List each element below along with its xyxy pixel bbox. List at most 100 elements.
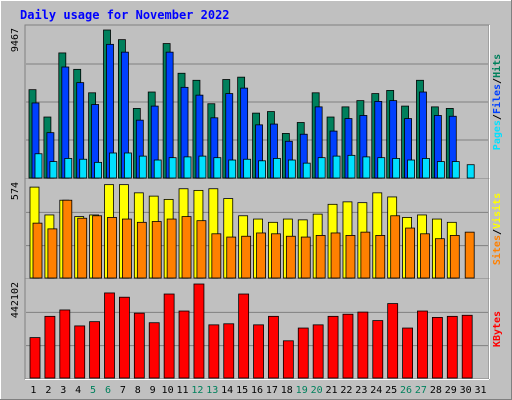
sites-bar	[226, 236, 237, 279]
kbytes-bar	[461, 314, 473, 379]
pages-bar	[124, 152, 132, 179]
hits-legend-separator: /	[492, 114, 503, 120]
day-label: 15	[236, 385, 248, 396]
sites-bar	[420, 233, 430, 279]
day-label: 18	[281, 385, 293, 396]
sites-bar	[181, 216, 192, 279]
sites-bar	[300, 236, 311, 279]
sites-bar	[151, 221, 162, 279]
kbytes-bar	[417, 310, 428, 379]
sites-bar	[92, 215, 103, 279]
day-label: 4	[75, 385, 81, 396]
pages-bar	[347, 154, 356, 179]
pages-bar	[377, 157, 386, 179]
sites-bar	[405, 227, 415, 279]
sites-bar	[32, 222, 43, 279]
kbytes-bar	[178, 310, 190, 379]
day-label: 27	[415, 385, 427, 396]
kbytes-y-max-label: 442102	[10, 282, 21, 318]
sites-bar	[256, 232, 266, 279]
kbytes-bar	[342, 313, 354, 379]
visits-legend: Sites/Visits	[491, 193, 503, 265]
sites-bar	[330, 232, 341, 279]
day-label: 24	[370, 385, 382, 396]
pages-bar	[138, 155, 147, 179]
day-label: 30	[460, 385, 472, 396]
sites-bar	[271, 233, 281, 279]
pages-bar	[49, 161, 58, 179]
day-label: 16	[251, 385, 263, 396]
sites-bar	[390, 215, 401, 279]
day-label: 17	[266, 385, 278, 396]
visits-legend-separator: /	[492, 229, 503, 235]
day-label: 5	[90, 385, 96, 396]
pages-bar	[407, 159, 415, 179]
day-label: 14	[221, 385, 233, 396]
pages-bar	[422, 158, 430, 179]
sites-bar	[449, 235, 460, 279]
pages-bar	[109, 152, 117, 179]
sites-bar	[196, 220, 207, 279]
day-label: 9	[150, 385, 156, 396]
sites-bar	[345, 235, 356, 279]
pages-bar	[392, 158, 401, 179]
day-label: 3	[60, 385, 66, 396]
day-label: 1	[30, 385, 36, 396]
kbytes-bar	[89, 321, 101, 379]
pages-bar	[168, 157, 177, 179]
pages-bar	[153, 159, 162, 179]
day-label: 29	[445, 385, 457, 396]
chart-title: Daily usage for November 2022	[20, 8, 230, 22]
day-label: 20	[311, 385, 323, 396]
kbytes-bar	[133, 312, 145, 379]
sites-bar	[360, 231, 371, 279]
kbytes-bar	[208, 324, 220, 379]
kbytes-bar	[387, 303, 399, 379]
kbytes-bar	[29, 337, 41, 379]
day-label: 22	[340, 385, 352, 396]
day-label: 6	[105, 385, 111, 396]
day-label: 19	[296, 385, 308, 396]
pages-bar	[243, 158, 252, 179]
kbytes-bar	[268, 315, 279, 379]
sites-bar	[77, 217, 88, 279]
hits-y-max-label: 9467	[10, 28, 21, 52]
sites-bar	[166, 218, 177, 279]
sites-bar	[62, 199, 73, 279]
kbytes-bar	[193, 283, 205, 379]
day-label: 13	[206, 385, 218, 396]
sites-bar	[136, 221, 147, 279]
visits-legend-visits: Visits	[491, 193, 503, 229]
hits-legend-separator: /	[492, 78, 503, 84]
hits-legend: Pages/Files/Hits	[491, 54, 503, 150]
kbytes-bar	[327, 315, 339, 379]
day-label: 26	[400, 385, 412, 396]
sites-bar	[107, 217, 117, 279]
day-label: 25	[385, 385, 397, 396]
pages-bar	[64, 158, 73, 179]
day-label: 23	[355, 385, 367, 396]
pages-bar	[436, 161, 445, 179]
sites-bar	[47, 228, 58, 279]
kbytes-bar	[223, 323, 235, 379]
day-label: 28	[430, 385, 442, 396]
kbytes-bar	[74, 325, 86, 379]
kbytes-bar	[312, 324, 324, 379]
sites-bar	[375, 235, 386, 279]
kbytes-bar	[357, 311, 369, 379]
day-label: 31	[475, 385, 487, 396]
hits-legend-pages: Pages	[492, 120, 503, 150]
pages-bar	[213, 157, 222, 179]
pages-bar	[332, 155, 341, 179]
pages-bar	[466, 164, 475, 179]
kbytes-bar	[282, 340, 294, 379]
day-label: 11	[176, 385, 188, 396]
pages-bar	[362, 156, 371, 179]
pages-bar	[183, 156, 192, 179]
kbytes-bar	[372, 320, 384, 379]
pages-bar	[287, 159, 296, 179]
hits-legend-hits: Hits	[491, 54, 503, 78]
kbytes-bar	[119, 296, 130, 379]
kbytes-bar	[446, 315, 458, 379]
